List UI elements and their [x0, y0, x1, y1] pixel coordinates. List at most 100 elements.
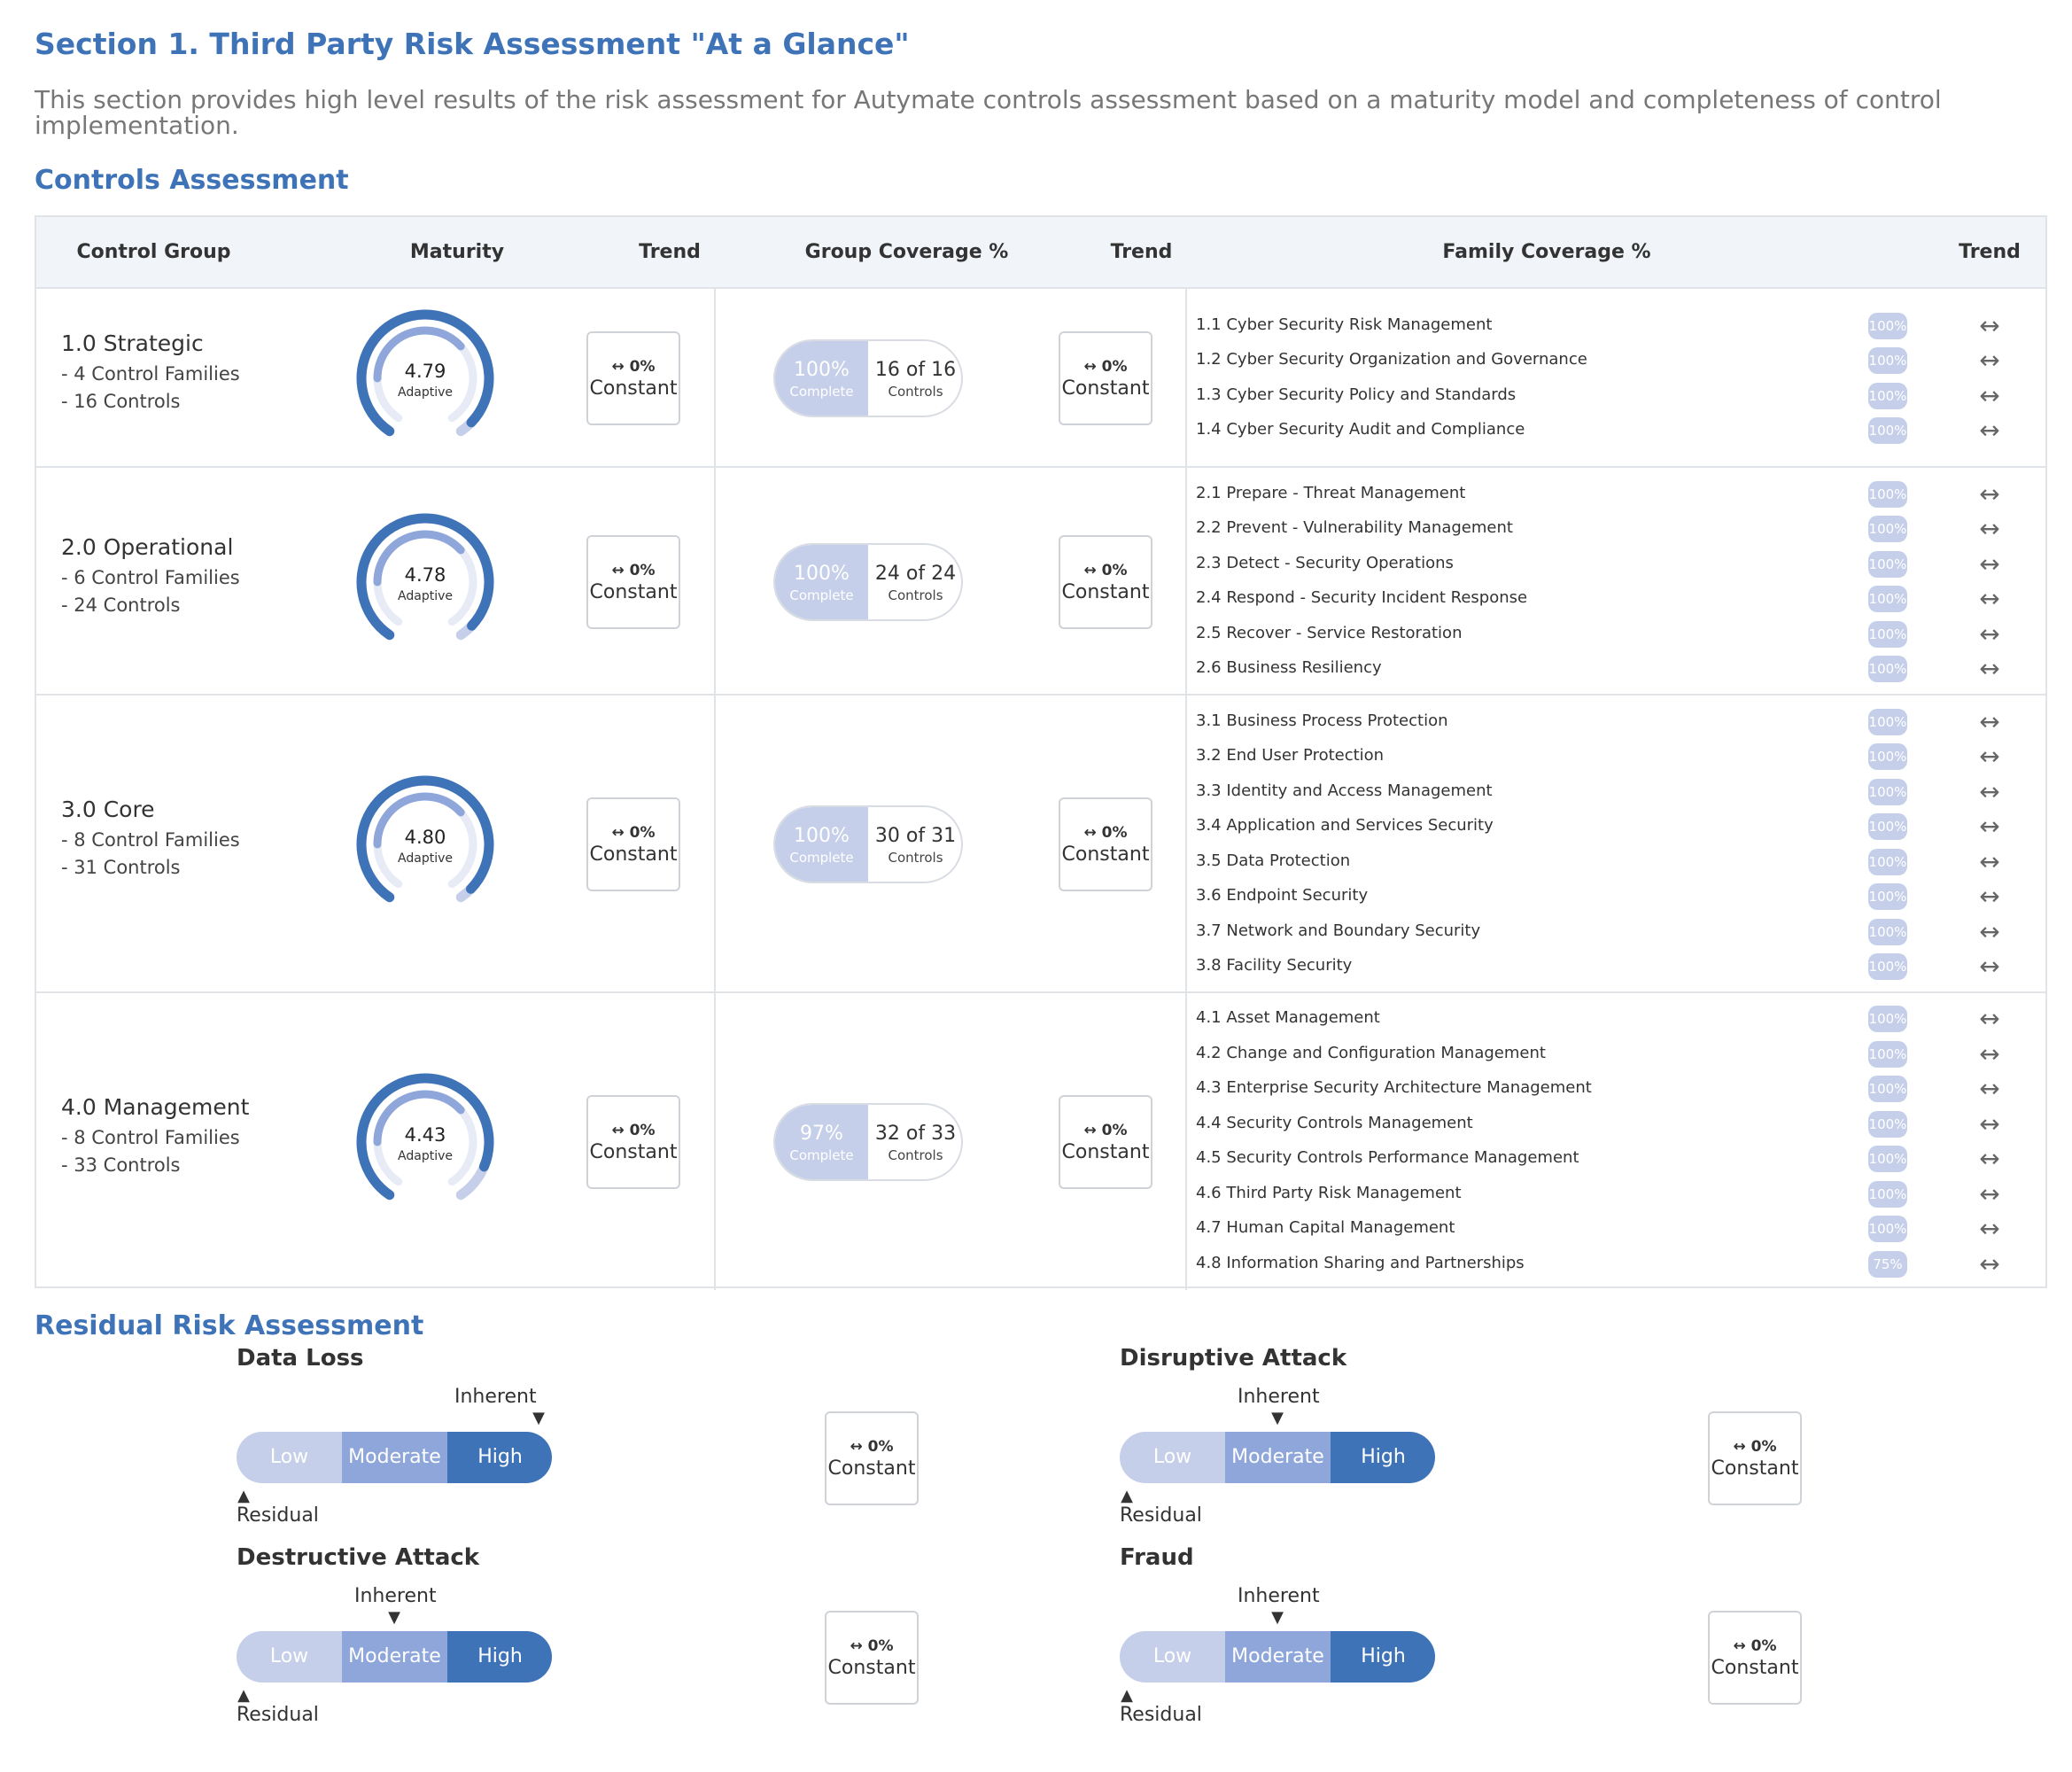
coverage-complete-segment: 100% Complete [775, 807, 868, 882]
coverage-complete-segment: 100% Complete [775, 544, 868, 619]
inherent-marker-icon: ▼ [1271, 1608, 1284, 1627]
risk-level-low: Low [1120, 1432, 1225, 1483]
family-coverage-badge: 100% [1868, 778, 1907, 805]
coverage-count-label: Controls [888, 384, 943, 400]
header-control-group: Control Group [76, 241, 231, 263]
trend-label: Constant [1711, 1457, 1799, 1480]
family-name: 3.2 End User Protection [1196, 746, 1385, 766]
column-divider [714, 289, 716, 466]
control-group-row: 4.0 Management - 8 Control Families - 33 C… [36, 993, 2045, 1290]
group-coverage-trend-box: ↔ 0% Constant [1059, 331, 1152, 425]
gauge-outer-fill [356, 309, 494, 437]
family-name: 3.8 Facility Security [1196, 956, 1353, 975]
trend-label: Constant [589, 377, 678, 400]
family-name: 4.5 Security Controls Performance Manage… [1196, 1148, 1579, 1168]
family-name: 2.3 Detect - Security Operations [1196, 553, 1454, 572]
coverage-count-label: Controls [888, 850, 943, 866]
family-coverage-badge: 100% [1868, 918, 1907, 945]
trend-percent: ↔ 0% [1083, 824, 1128, 842]
residual-marker-icon: ▲ [237, 1686, 250, 1705]
risk-title: Fraud [1120, 1544, 1194, 1571]
family-trend-arrow-icon: ↔ [1979, 846, 2000, 876]
header-maturity: Maturity [409, 241, 505, 263]
maturity-score: 4.80 [404, 827, 446, 848]
gauge-outer-fill [356, 1073, 494, 1200]
family-coverage-badge: 100% [1868, 1110, 1907, 1138]
controls-count: - 24 Controls [61, 594, 181, 616]
family-name: 4.4 Security Controls Management [1196, 1113, 1473, 1132]
column-divider [714, 993, 716, 1290]
family-name: 3.6 Endpoint Security [1196, 886, 1369, 905]
family-coverage-badge: 100% [1868, 883, 1907, 911]
family-trend-arrow-icon: ↔ [1979, 310, 2000, 340]
maturity-level: Adaptive [398, 588, 453, 603]
risk-trend-box: ↔ 0% Constant [825, 1411, 919, 1505]
residual-label: Residual [237, 1704, 319, 1726]
risk-level-mod: Moderate [1225, 1631, 1331, 1683]
group-coverage-pill: 100% Complete 30 of 31 Controls [773, 805, 963, 883]
risk-level-low: Low [237, 1432, 342, 1483]
trend-percent: ↔ 0% [611, 561, 656, 579]
risk-level-bar: Low Moderate High [1120, 1631, 1435, 1683]
inherent-label: Inherent [454, 1386, 537, 1408]
family-trend-arrow-icon: ↔ [1979, 514, 2000, 544]
controls-count: - 16 Controls [61, 391, 181, 412]
family-trend-arrow-icon: ↔ [1979, 478, 2000, 509]
trend-percent: ↔ 0% [1083, 1121, 1128, 1139]
family-coverage-badge: 100% [1868, 1146, 1907, 1173]
header-family-trend: Trend [1959, 241, 2021, 263]
family-coverage-badge: 100% [1868, 586, 1907, 613]
trend-percent: ↔ 0% [611, 358, 656, 376]
inherent-marker-icon: ▼ [1271, 1409, 1284, 1427]
gauge-inner-arc [373, 530, 465, 586]
risk-level-low: Low [237, 1631, 342, 1683]
family-coverage-badge: 100% [1868, 1006, 1907, 1033]
group-coverage-trend-box: ↔ 0% Constant [1059, 797, 1152, 891]
maturity-gauge-arcs [356, 513, 494, 640]
inherent-label: Inherent [354, 1585, 437, 1607]
family-name: 1.2 Cyber Security Organization and Gove… [1196, 350, 1587, 369]
family-name: 3.5 Data Protection [1196, 851, 1351, 870]
family-name: 4.6 Third Party Risk Management [1196, 1183, 1462, 1202]
residual-risk-item: Data Loss Inherent ▼ Low Moderate High ▲ Residu… [237, 1345, 1122, 1540]
risk-level-bar: Low Moderate High [237, 1631, 552, 1683]
family-trend-arrow-icon: ↔ [1979, 584, 2000, 614]
family-coverage-badge: 100% [1868, 1216, 1907, 1243]
family-coverage-badge: 100% [1868, 1040, 1907, 1068]
risk-level-high: High [447, 1432, 552, 1483]
family-trend-arrow-icon: ↔ [1979, 1004, 2000, 1034]
coverage-count-label: Controls [888, 587, 943, 603]
risk-level-bar: Low Moderate High [1120, 1432, 1435, 1483]
trend-percent: ↔ 0% [1083, 561, 1128, 579]
controls-count: - 31 Controls [61, 857, 181, 878]
family-coverage-badge: 100% [1868, 550, 1907, 578]
family-trend-arrow-icon: ↔ [1979, 618, 2000, 649]
control-families-count: - 8 Control Families [61, 1126, 240, 1148]
inherent-marker-icon: ▼ [388, 1608, 400, 1627]
family-trend-arrow-icon: ↔ [1979, 812, 2000, 842]
residual-risk-item: Disruptive Attack Inherent ▼ Low Moderate Hig… [1120, 1345, 2006, 1540]
group-coverage-pill: 97% Complete 32 of 33 Controls [773, 1102, 963, 1181]
family-name: 1.3 Cyber Security Policy and Standards [1196, 385, 1517, 404]
risk-level-mod: Moderate [342, 1432, 447, 1483]
coverage-count: 30 of 31 [874, 825, 957, 847]
trend-percent: ↔ 0% [1733, 1637, 1777, 1655]
maturity-gauge-arcs [356, 775, 494, 903]
family-coverage-badge: 100% [1868, 480, 1907, 508]
control-families-count: - 8 Control Families [61, 829, 240, 851]
risk-trend-box: ↔ 0% Constant [825, 1611, 919, 1705]
gauge-inner-arc [373, 326, 465, 383]
family-name: 4.3 Enterprise Security Architecture Man… [1196, 1078, 1592, 1098]
table-header: Control Group Maturity Trend Group Cover… [36, 217, 2045, 289]
family-coverage-badge: 100% [1868, 743, 1907, 771]
family-trend-arrow-icon: ↔ [1979, 654, 2000, 684]
gauge-outer-fill [356, 775, 494, 903]
family-name: 4.2 Change and Configuration Management [1196, 1043, 1546, 1062]
maturity-gauge: 4.78 Adaptive [328, 513, 523, 664]
risk-level-high: High [447, 1631, 552, 1683]
maturity-trend-box: ↔ 0% Constant [586, 331, 680, 425]
coverage-percent: 100% [794, 359, 850, 381]
family-coverage-badge: 100% [1868, 1180, 1907, 1208]
residual-label: Residual [237, 1504, 319, 1527]
